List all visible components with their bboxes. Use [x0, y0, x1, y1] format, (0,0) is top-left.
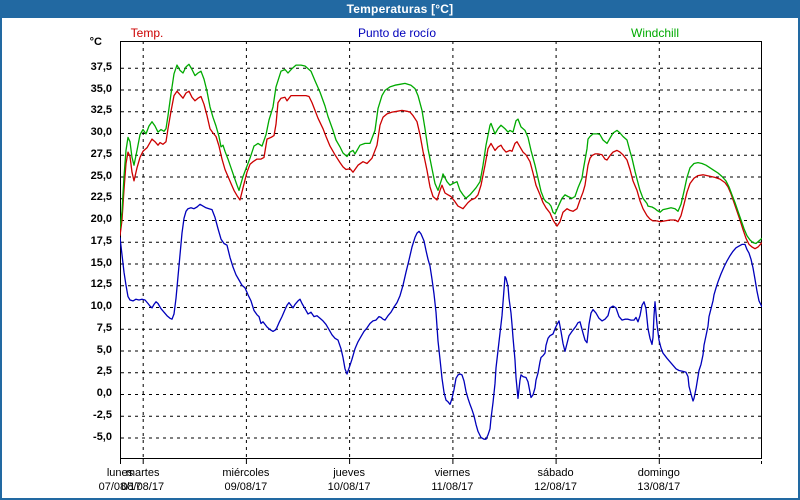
x-tick-label: lunes 07/08/17 — [99, 466, 142, 494]
y-tick-label: 5,0 — [96, 343, 112, 356]
y-tick-label: 12,5 — [90, 278, 112, 291]
y-axis-unit: °C — [89, 36, 102, 48]
y-tick-label: -2,5 — [93, 408, 112, 421]
series-puntoderoco — [120, 203, 762, 440]
day-date: 09/08/17 — [224, 481, 268, 493]
day-name: viernes — [434, 467, 471, 479]
day-date: 08/08/17 — [121, 481, 165, 493]
day-date: 10/08/17 — [327, 481, 371, 493]
y-tick-label: 2,5 — [96, 365, 112, 378]
window-title: Temperaturas [°C] — [346, 2, 454, 16]
chart-svg — [120, 41, 762, 464]
window-titlebar: Temperaturas [°C] — [2, 0, 798, 18]
day-name: sábado — [537, 467, 574, 479]
day-name: miércoles — [222, 467, 270, 479]
day-date: 11/08/17 — [431, 481, 474, 493]
legend-dewpoint: Punto de rocío — [357, 26, 437, 40]
y-tick-label: 37,5 — [90, 60, 112, 73]
chart-area: Temp. Punto de rocío Windchill °C 37,5 35… — [2, 18, 798, 496]
y-tick-label: 17,5 — [90, 234, 112, 247]
legend-windchill: Windchill — [630, 26, 680, 40]
x-tick-label: domingo 13/08/17 — [637, 466, 680, 494]
day-name: domingo — [637, 467, 680, 479]
y-tick-label: 35,0 — [90, 82, 112, 95]
day-name: jueves — [333, 467, 365, 479]
day-name: martes — [125, 467, 160, 479]
day-date: 07/08/17 — [98, 481, 142, 493]
series-windchill — [120, 63, 762, 245]
y-tick-label: 30,0 — [90, 126, 112, 138]
y-tick-label: 32,5 — [90, 104, 112, 117]
y-tick-label: 20,0 — [90, 213, 112, 225]
y-tick-label: -5,0 — [93, 430, 112, 443]
y-tick-label: 10,0 — [90, 300, 112, 312]
series-temp — [120, 90, 762, 250]
legend-temp: Temp. — [130, 26, 164, 40]
day-date: 13/08/17 — [637, 481, 681, 493]
y-tick-label: 27,5 — [90, 147, 112, 160]
x-tick-label: sábado 12/08/17 — [534, 466, 577, 494]
y-tick-label: 22,5 — [90, 191, 112, 204]
x-tick-label: martes 08/08/17 — [121, 466, 164, 494]
y-tick-label: 7,5 — [96, 321, 112, 334]
day-name: lunes — [106, 467, 134, 479]
y-tick-label: 0,0 — [96, 387, 112, 399]
day-date: 12/08/17 — [534, 481, 578, 493]
x-tick-label: jueves 10/08/17 — [328, 466, 371, 494]
y-tick-label: 25,0 — [90, 169, 112, 182]
x-tick-label: viernes 11/08/17 — [431, 466, 473, 494]
y-tick-label: 15,0 — [90, 256, 112, 269]
x-tick-label: miércoles 09/08/17 — [222, 466, 269, 494]
